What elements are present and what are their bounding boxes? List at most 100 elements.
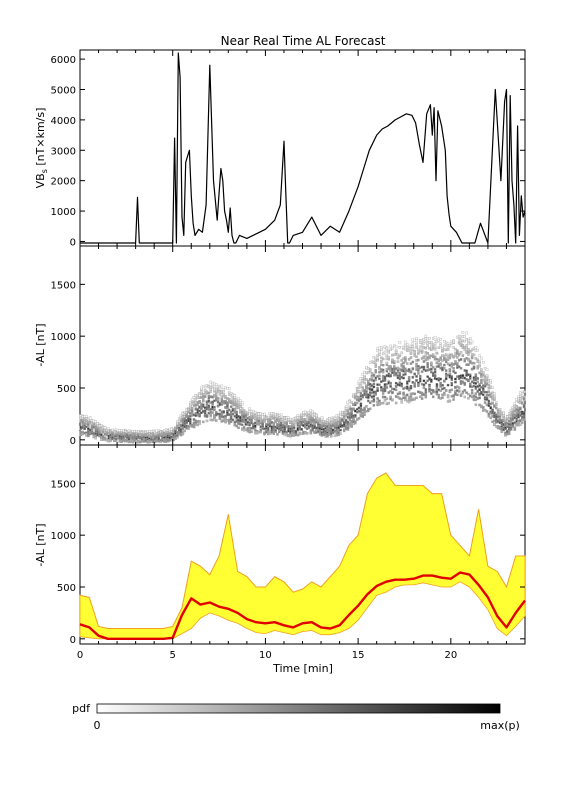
pdf-cell — [352, 408, 355, 411]
pdf-cell — [406, 385, 409, 389]
pdf-cell — [381, 392, 385, 395]
pdf-cell — [394, 345, 398, 349]
pdf-cell — [443, 379, 446, 383]
vbs-ylabel-sub: s — [40, 169, 49, 173]
pdf-cell — [278, 430, 281, 434]
pdf-cell — [487, 384, 491, 387]
pdf-cell — [398, 341, 402, 344]
pdf-cell — [359, 392, 363, 395]
pdf-cell — [463, 389, 466, 392]
pdf-cell — [457, 365, 461, 368]
pdf-cell — [463, 339, 466, 343]
pdf-cell — [515, 417, 518, 420]
pdf-cell — [222, 387, 225, 391]
vbs-ylabel-units: [nT×km/s] — [34, 108, 47, 166]
pdf-cell — [441, 384, 444, 387]
pdf-cell — [363, 413, 366, 416]
al-forecast-panel: 0 500 1000 1500 -AL [nT] — [34, 444, 526, 646]
pdf-cell — [422, 360, 426, 363]
pdf-cell — [285, 421, 288, 425]
pdf-cell — [196, 411, 199, 414]
pdf-cell — [491, 408, 494, 411]
pdf-cell — [367, 367, 370, 370]
pdf-cell — [437, 379, 441, 382]
pdf-cell — [205, 415, 209, 418]
pdf-cell — [205, 419, 209, 423]
pdf-cell — [417, 365, 420, 368]
pdf-cell — [359, 404, 363, 407]
pdf-cell — [368, 394, 372, 397]
pdf-cell — [407, 377, 411, 381]
pdf-cell — [450, 388, 454, 392]
pdf-cell — [454, 354, 457, 358]
pdf-cell — [513, 421, 517, 424]
pdf-cell — [272, 422, 276, 425]
pdf-cell — [415, 362, 418, 366]
vbs-plot-area — [80, 52, 526, 244]
pdf-cell — [452, 394, 455, 398]
pdf-cell — [489, 416, 492, 420]
pdf-cell — [522, 405, 526, 409]
pdf-cell — [378, 377, 381, 381]
pdf-cell — [203, 385, 207, 389]
pdf-cell — [454, 348, 457, 351]
pdf-cell — [476, 389, 479, 393]
pdf-cell — [368, 368, 372, 371]
pdf-cell — [317, 417, 320, 420]
pdf-cell — [437, 393, 441, 397]
pdf-cell — [469, 350, 472, 353]
pdf-cell — [100, 433, 103, 437]
pdf-cell — [198, 420, 201, 423]
pdf-cell — [413, 351, 416, 354]
pdf-cell — [430, 362, 433, 366]
pdf-cell — [200, 391, 203, 395]
y-tick-label: 5000 — [51, 86, 76, 97]
pdf-cell — [443, 363, 446, 367]
pdf-cell — [428, 356, 431, 360]
pdf-cell — [311, 410, 314, 413]
pdf-cell — [88, 416, 92, 420]
pdf-cell — [454, 360, 457, 363]
pdf-cell — [387, 355, 390, 359]
x-tick-label: 5 — [170, 650, 176, 661]
pdf-cell — [220, 384, 224, 388]
pdf-cell — [480, 356, 483, 360]
pdf-cell — [413, 372, 416, 376]
pdf-cell — [398, 354, 402, 358]
pdf-cell — [329, 435, 333, 438]
pdf-cell — [374, 365, 377, 368]
pdf-cell — [469, 375, 472, 378]
pdf-cell — [424, 381, 428, 385]
pdf-cell — [259, 415, 263, 419]
pdf-cell — [415, 339, 418, 342]
pdf-cell — [485, 377, 489, 380]
pdf-cell — [441, 396, 444, 399]
pdf-cell — [215, 394, 218, 397]
pdf-cell — [433, 342, 437, 345]
pdf-cell — [491, 393, 494, 397]
pdf-cell — [361, 395, 365, 399]
pdf-cell — [511, 424, 515, 427]
pdf-cell — [385, 397, 389, 400]
y-tick-label: 1000 — [51, 531, 76, 542]
pdf-cell — [350, 401, 353, 404]
pdf-cell — [474, 382, 478, 385]
pdf-cell — [439, 344, 442, 348]
pdf-cell — [231, 412, 235, 416]
pdf-cell — [190, 412, 194, 415]
pdf-cell — [257, 419, 261, 423]
pdf-cell — [228, 408, 231, 412]
pdf-cell — [469, 342, 472, 345]
pdf-cell — [196, 423, 199, 427]
pdf-cell — [435, 383, 439, 386]
pdf-cell — [239, 409, 242, 412]
pdf-cell — [433, 345, 437, 349]
pdf-cell — [198, 401, 201, 404]
pdf-cell — [415, 375, 418, 378]
pdf-cell — [348, 400, 352, 403]
pdf-cell — [359, 397, 363, 401]
pdf-cell — [457, 389, 461, 392]
pdf-cell — [383, 399, 387, 402]
pdf-cell — [176, 434, 179, 437]
pdf-cell — [181, 415, 185, 418]
